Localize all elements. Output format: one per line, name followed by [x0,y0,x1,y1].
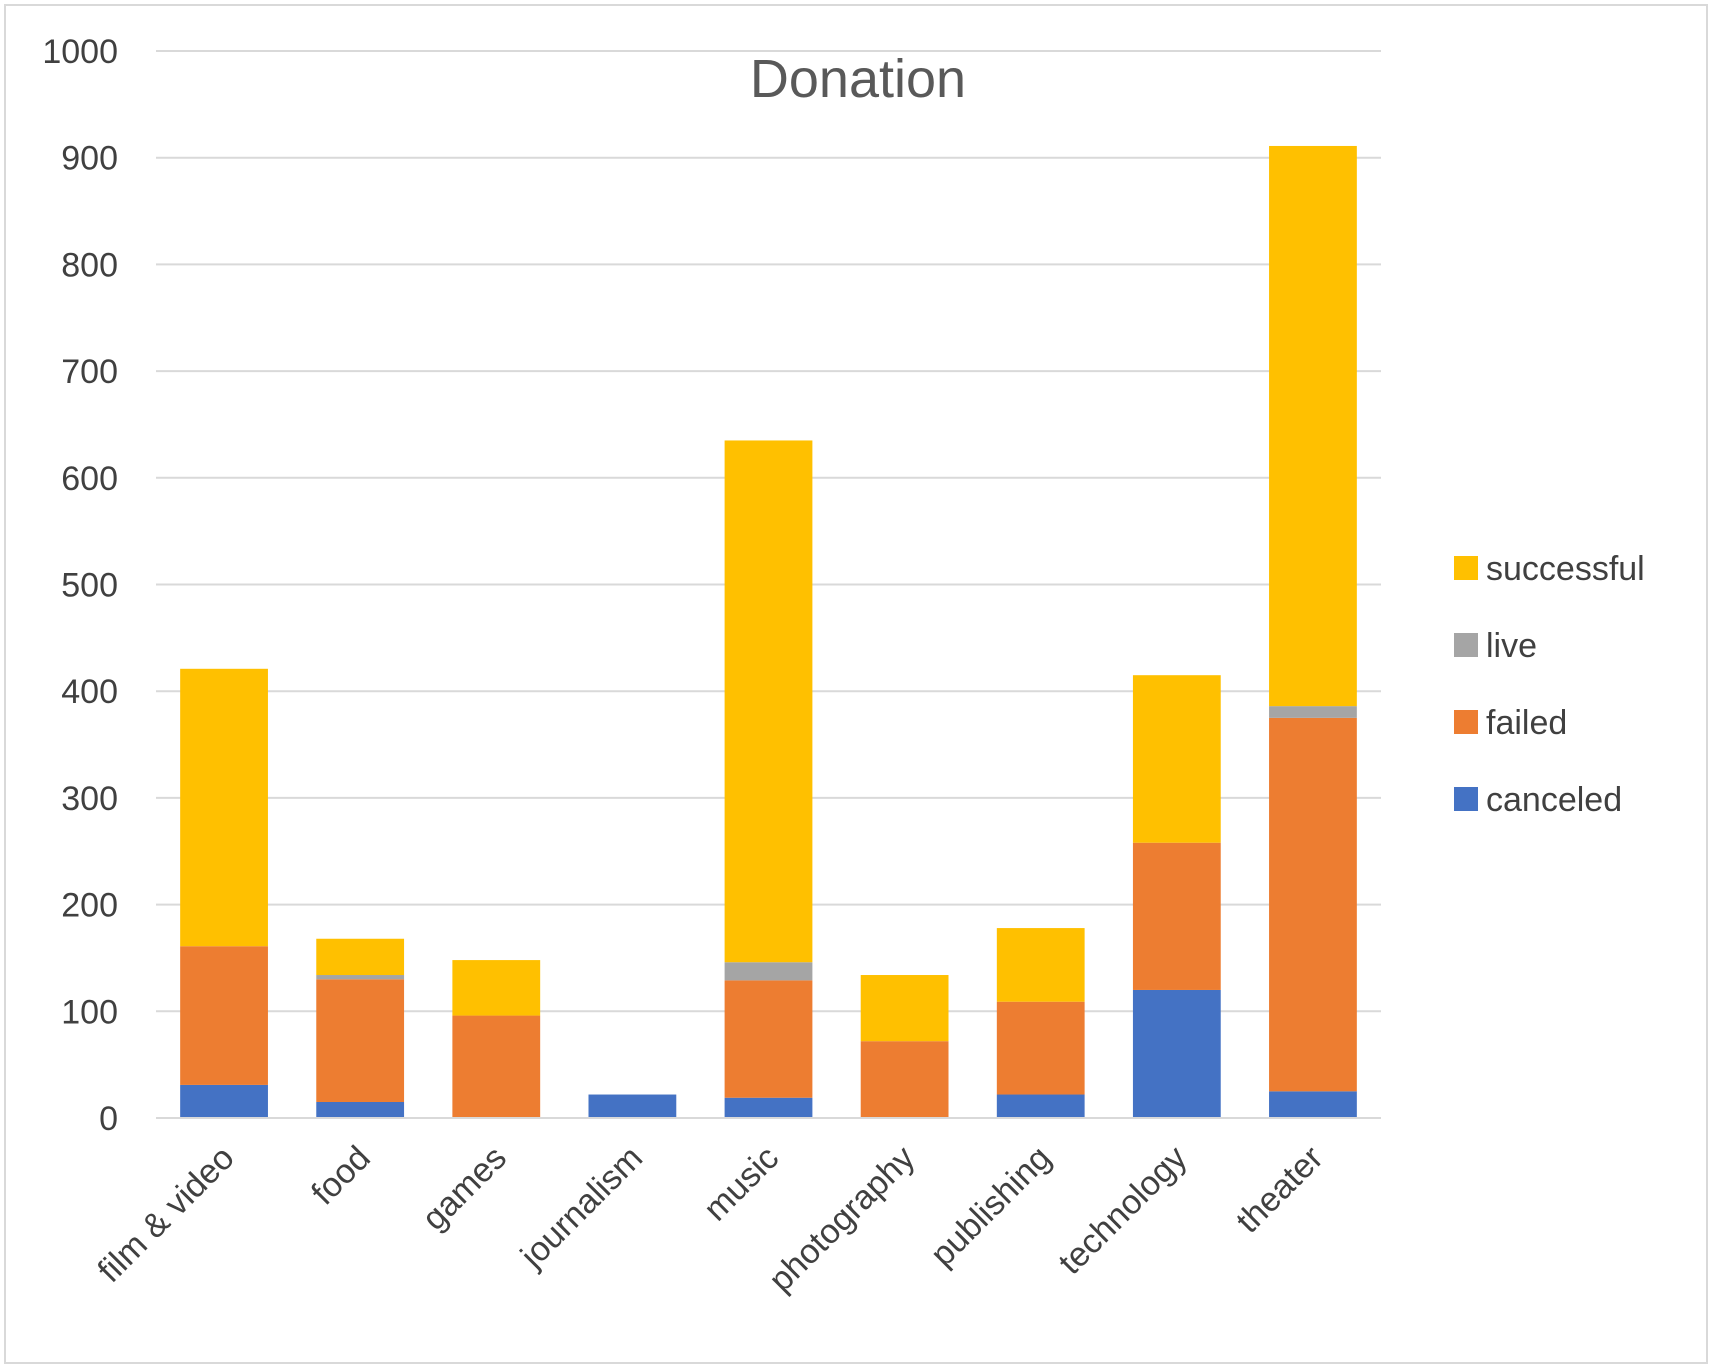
y-tick-label: 900 [61,140,118,178]
bar-segment-failed [180,946,268,1085]
legend-label-failed: failed [1486,704,1567,742]
bar-segment-successful [724,440,813,963]
x-category-label: film & video [91,1139,242,1290]
bar-segment-successful [996,928,1085,1002]
x-axis-category-labels: film & video food games journalism musicphot… [91,1139,1331,1300]
bar-segment-canceled [724,1097,813,1118]
y-axis-tick-labels: 0 100 200 300 400 500 600 700 800 900 1000 [42,33,118,1138]
bar-segment-successful [452,960,541,1016]
y-tick-label: 600 [61,460,118,498]
legend-label-live: live [1486,627,1537,665]
y-tick-label: 500 [61,567,118,605]
bar-segment-successful [316,938,405,976]
bar-segment-successful [860,975,949,1042]
chart-title: Donation [750,49,966,109]
x-category-label: music [696,1139,786,1229]
bar-segment-failed [724,980,813,1098]
x-category-label: publishing [923,1139,1058,1274]
x-category-label: games [415,1139,514,1238]
x-category-label: photography [762,1139,923,1300]
bars [180,145,1357,1118]
x-category-label: journalism [513,1139,650,1276]
bar-segment-canceled [588,1094,677,1118]
bar-segment-failed [452,1015,541,1118]
bar-segment-failed [996,1001,1085,1095]
bar-segment-live [316,975,405,980]
bar-segment-live [724,962,813,981]
x-category-label: food [304,1139,378,1213]
y-tick-label: 100 [61,993,118,1031]
bar-segment-failed [1132,842,1221,990]
legend-label-canceled: canceled [1486,781,1622,819]
bar-segment-successful [1132,675,1221,843]
y-tick-label: 400 [61,673,118,711]
legend-swatch-failed [1454,710,1478,734]
legend-swatch-live [1454,633,1478,657]
bar-segment-live [1269,706,1357,718]
y-tick-label: 700 [61,353,118,391]
y-tick-label: 800 [61,246,118,284]
legend-label-successful: successful [1486,550,1645,588]
legend: successful live failed canceled [1454,550,1645,819]
y-tick-label: 0 [99,1100,118,1138]
y-tick-label: 1000 [42,33,118,71]
bar-segment-canceled [996,1094,1085,1118]
bar-segment-failed [860,1041,949,1118]
y-tick-label: 300 [61,780,118,818]
legend-swatch-canceled [1454,787,1478,811]
x-category-label: technology [1051,1139,1194,1282]
bar-segment-successful [180,668,268,947]
bar-segment-canceled [1132,989,1221,1118]
bar-segment-failed [1269,717,1357,1092]
bar-segment-canceled [1269,1091,1357,1118]
bar-segment-failed [316,979,405,1102]
bar-segment-canceled [180,1084,268,1118]
y-tick-label: 200 [61,887,118,925]
chart-frame [4,4,1708,1364]
x-category-label: theater [1229,1139,1331,1241]
bar-segment-canceled [316,1101,405,1118]
bar-segment-successful [1269,145,1357,707]
legend-swatch-successful [1454,556,1478,580]
